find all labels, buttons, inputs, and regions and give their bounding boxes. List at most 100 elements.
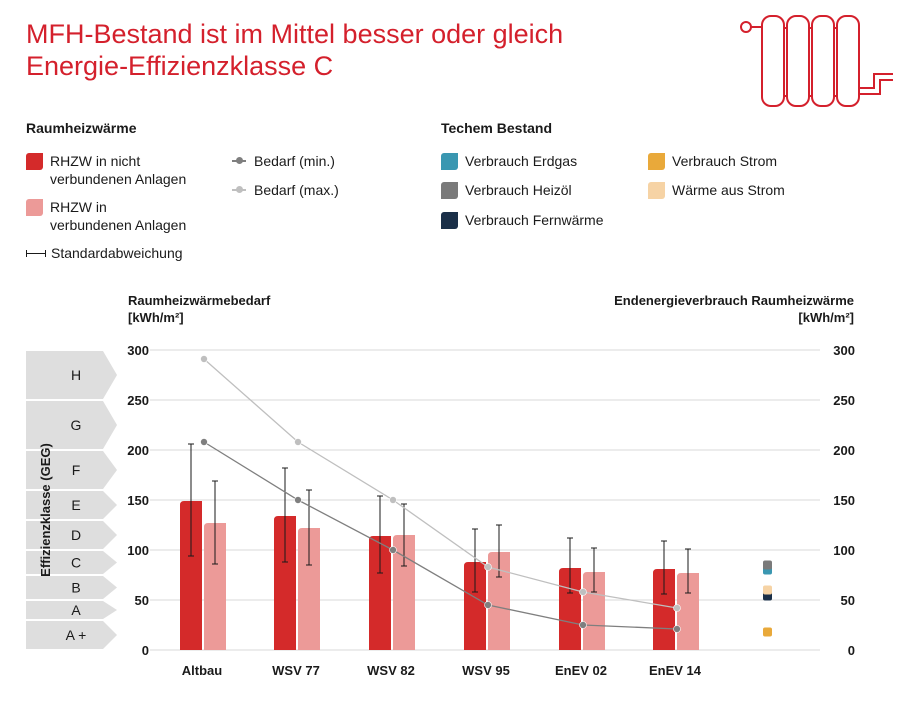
point-bedarf-max-wsv-77 xyxy=(294,438,302,446)
right-tick-label-100: 100 xyxy=(833,543,855,558)
point-bedarf-max-wsv-82 xyxy=(389,496,397,504)
legend-swatch-light-red xyxy=(26,199,43,216)
chart-title-line1: MFH-Bestand ist im Mittel besser oder gl… xyxy=(26,19,564,49)
category-label-wsv-77: WSV 77 xyxy=(272,663,320,678)
error-bar-symbol-icon xyxy=(26,249,46,257)
left-tick-label-250: 250 xyxy=(127,393,149,408)
legend-label-heizoel: Verbrauch Heizöl xyxy=(465,182,572,198)
efficiency-axis-title: Effizienzklasse (GEG) xyxy=(38,443,53,577)
point-bedarf-max-enev-14 xyxy=(673,604,681,612)
marker-w-rme-aus-strom xyxy=(763,585,772,595)
category-label-altbau: Altbau xyxy=(182,663,223,678)
efficiency-class-band-b xyxy=(26,576,117,599)
right-axis-title: Endenergieverbrauch Raumheizwärme [kWh/m… xyxy=(614,292,854,326)
efficiency-class-label-a: A + xyxy=(66,627,87,643)
marker-verbrauch-heiz-l xyxy=(763,560,772,570)
efficiency-class-band-g xyxy=(26,401,117,449)
legend-label-bedarf-max: Bedarf (max.) xyxy=(254,182,339,198)
line-bedarf-max xyxy=(203,358,678,609)
bar-rhzw-verbunden-wsv-82 xyxy=(393,535,415,650)
point-bedarf-min-enev-02 xyxy=(579,621,587,629)
bar-rhzw-nicht-enev-02 xyxy=(559,568,581,650)
left-axis-title-line2: [kWh/m²] xyxy=(128,310,184,325)
legend-swatch-waerme-strom xyxy=(648,182,665,199)
bar-rhzw-nicht-enev-14 xyxy=(653,569,675,650)
error-bar-rhzw-nicht-wsv-95 xyxy=(472,528,478,593)
right-tick-label-200: 200 xyxy=(833,443,855,458)
error-bar-rhzw-nicht-enev-02 xyxy=(567,537,573,594)
legend-swatch-strom xyxy=(648,153,665,170)
legend-item-waerme-strom: Wärme aus Strom xyxy=(648,181,785,199)
error-bar-rhzw-verbunden-enev-02 xyxy=(591,547,597,593)
line-bedarf-min xyxy=(203,441,678,630)
point-bedarf-max-wsv-95 xyxy=(484,563,492,571)
left-axis-title: Raumheizwärmebedarf [kWh/m²] xyxy=(128,292,270,326)
bar-rhzw-verbunden-enev-14 xyxy=(677,573,699,650)
legend-label-strom: Verbrauch Strom xyxy=(672,153,778,169)
radiator-icon xyxy=(740,15,893,107)
category-label-wsv-82: WSV 82 xyxy=(367,663,415,678)
legend-label-bedarf-min: Bedarf (min.) xyxy=(254,153,335,169)
left-tick-label-50: 50 xyxy=(135,593,149,608)
error-bar-rhzw-verbunden-altbau xyxy=(212,480,218,565)
efficiency-class-band-d xyxy=(26,521,117,549)
efficiency-class-band-a xyxy=(26,621,117,649)
efficiency-class-label-c: C xyxy=(71,555,81,571)
line-marker-dark-icon xyxy=(232,157,246,164)
efficiency-class-band-c xyxy=(26,551,117,574)
efficiency-class-band-a xyxy=(26,601,117,619)
bar-rhzw-nicht-altbau xyxy=(180,501,202,650)
bar-rhzw-verbunden-altbau xyxy=(204,523,226,650)
legend-item-rhzw-nicht: RHZW in nicht verbundenen Anlagen xyxy=(26,152,186,188)
chart-title-line2: Energie-Effizienzklasse C xyxy=(26,51,334,81)
efficiency-class-label-a: A xyxy=(71,602,81,618)
right-tick-label-0: 0 xyxy=(848,643,855,658)
legend-item-fernwaerme: Verbrauch Fernwärme xyxy=(441,211,604,229)
left-tick-label-0: 0 xyxy=(142,643,149,658)
error-bar-rhzw-verbunden-wsv-95 xyxy=(496,524,502,578)
error-bar-rhzw-verbunden-enev-14 xyxy=(685,548,691,594)
legend-label-rhzw-verbunden: RHZW in verbundenen Anlagen xyxy=(50,199,187,233)
error-bar-rhzw-nicht-wsv-77 xyxy=(282,467,288,563)
legend-swatch-dark-red xyxy=(26,153,43,170)
legend-heading-techem-bestand: Techem Bestand xyxy=(441,120,552,136)
legend-item-strom: Verbrauch Strom xyxy=(648,152,777,170)
efficiency-class-label-e: E xyxy=(71,497,80,513)
point-bedarf-min-wsv-95 xyxy=(484,601,492,609)
right-tick-label-250: 250 xyxy=(833,393,855,408)
right-axis-title-line1: Endenergieverbrauch Raumheizwärme xyxy=(614,293,854,308)
legend-item-bedarf-max: Bedarf (max.) xyxy=(232,181,339,199)
chart-title: MFH-Bestand ist im Mittel besser oder gl… xyxy=(26,18,563,82)
point-bedarf-max-altbau xyxy=(200,355,208,363)
efficiency-class-label-f: F xyxy=(72,462,81,478)
bar-rhzw-verbunden-wsv-95 xyxy=(488,552,510,650)
right-tick-label-50: 50 xyxy=(841,593,855,608)
efficiency-class-band-f xyxy=(26,451,117,489)
error-bar-rhzw-nicht-enev-14 xyxy=(661,540,667,595)
legend-label-fernwaerme: Verbrauch Fernwärme xyxy=(465,212,604,228)
left-tick-label-100: 100 xyxy=(127,543,149,558)
legend-swatch-heizoel xyxy=(441,182,458,199)
line-marker-light-icon xyxy=(232,186,246,193)
point-bedarf-min-wsv-82 xyxy=(389,546,397,554)
legend-label-erdgas: Verbrauch Erdgas xyxy=(465,153,578,169)
efficiency-class-label-h: H xyxy=(71,367,81,383)
error-bar-rhzw-verbunden-wsv-77 xyxy=(306,489,312,566)
legend-item-heizoel: Verbrauch Heizöl xyxy=(441,181,572,199)
legend-swatch-erdgas xyxy=(441,153,458,170)
bar-rhzw-nicht-wsv-82 xyxy=(369,536,391,650)
right-tick-label-150: 150 xyxy=(833,493,855,508)
left-tick-label-300: 300 xyxy=(127,343,149,358)
efficiency-class-label-d: D xyxy=(71,527,81,543)
bar-rhzw-nicht-wsv-77 xyxy=(274,516,296,650)
category-label-wsv-95: WSV 95 xyxy=(462,663,510,678)
point-bedarf-max-enev-02 xyxy=(579,588,587,596)
efficiency-class-band-h xyxy=(26,351,117,399)
legend-item-standardabweichung: Standardabweichung xyxy=(26,244,183,262)
bar-rhzw-nicht-wsv-95 xyxy=(464,562,486,650)
legend-item-erdgas: Verbrauch Erdgas xyxy=(441,152,577,170)
point-bedarf-min-enev-14 xyxy=(673,625,681,633)
legend-swatch-fernwaerme xyxy=(441,212,458,229)
left-axis-title-line1: Raumheizwärmebedarf xyxy=(128,293,271,308)
